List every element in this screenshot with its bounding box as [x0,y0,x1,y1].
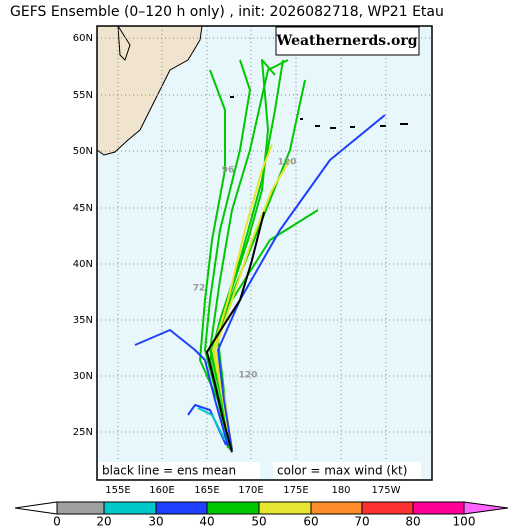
colorbar-tick-label: 40 [199,515,214,529]
colorbar-segment [103,501,157,515]
legend-mean: black line = ens mean [102,464,236,478]
colorbar-under [14,501,58,515]
colorbar-segment [155,501,208,515]
lon-label: 170E [238,485,263,496]
map-frame [96,25,433,481]
lat-label: 35N [73,315,93,326]
colorbar-segment [310,501,363,515]
colorbar-tick-label: 20 [96,515,111,529]
brand: Weathernerds.org [276,33,418,49]
lat-label: 40N [73,259,93,270]
colorbar-tick-label: 80 [405,515,420,529]
lon-label: 175E [283,485,308,496]
colorbar-tick-label: 50 [251,515,266,529]
land [117,25,131,61]
lat-label: 50N [73,146,93,157]
islands [230,96,408,129]
lon-label: 160E [149,485,174,496]
colorbar: 0 20 30 40 50 60 70 80 100 [14,501,509,529]
brand-box [275,26,420,56]
ens-mean-track [206,211,266,453]
colorbar-segment [361,501,414,515]
legend-color: color = max wind (kt) [277,464,407,478]
colorbar-segment [206,501,260,515]
colorbar-tick-label: 0 [53,515,61,529]
colorbar-over [463,501,509,515]
hour-label: 72 [193,284,206,294]
colorbar-segment [56,501,105,515]
lat-label: 45N [73,203,93,214]
legend-box [273,462,421,479]
lat-label: 55N [73,90,93,101]
hour-label: 120 [239,371,258,381]
map: 120 96 72 120 Weathernerds.org black line =… [96,25,433,481]
legend-box [98,462,260,479]
hour-label: 120 [278,158,297,168]
lon-label: 165E [194,485,219,496]
title: GEFS Ensemble (0–120 h only) , init: 202… [10,4,444,20]
lon-label: 175W [372,485,401,496]
hour-labels: 120 96 72 120 [193,158,297,381]
lat-label: 60N [73,33,93,44]
lon-label: 180 [331,485,350,496]
lat-label: 30N [73,371,93,382]
lat-label: 25N [73,427,93,438]
hour-label: 96 [222,166,235,176]
colorbar-tick-label: 60 [303,515,318,529]
colorbar-tick-label: 100 [453,515,476,529]
colorbar-segment [412,501,465,515]
colorbar-tick-label: 70 [354,515,369,529]
colorbar-segment [258,501,312,515]
lon-label: 155E [105,485,130,496]
colorbar-tick-label: 30 [148,515,163,529]
